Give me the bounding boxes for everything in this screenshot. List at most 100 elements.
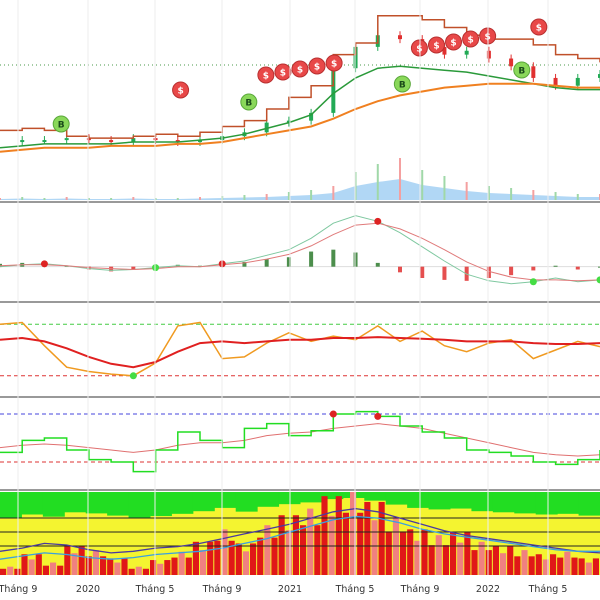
histogram-bar bbox=[78, 545, 85, 575]
top-green-band bbox=[21, 492, 44, 515]
volume-bar bbox=[243, 195, 246, 200]
histogram-bar bbox=[71, 553, 78, 575]
macd-histogram-bar bbox=[331, 249, 336, 267]
histogram-bar bbox=[242, 551, 249, 575]
histogram-bar bbox=[135, 566, 142, 575]
volume-bar bbox=[354, 172, 357, 200]
candle-body bbox=[442, 46, 447, 55]
candle-body bbox=[598, 74, 600, 78]
histogram-bar bbox=[157, 563, 164, 575]
macd-histogram-bar bbox=[442, 266, 447, 280]
histogram-bar bbox=[400, 531, 407, 575]
histogram-bar bbox=[250, 543, 257, 575]
sell-signal-label: $ bbox=[450, 39, 456, 49]
x-tick-label: Tháng 9 bbox=[0, 584, 37, 595]
histogram-bar bbox=[535, 554, 542, 575]
macd-histogram-bar bbox=[553, 265, 558, 267]
oscillator-panel bbox=[0, 321, 600, 380]
candle-body bbox=[153, 138, 158, 141]
sell-signal-marker bbox=[257, 66, 275, 84]
histogram-bar bbox=[128, 568, 135, 575]
sell-signal-label: $ bbox=[263, 72, 269, 82]
macd-signal-line bbox=[0, 222, 600, 282]
volume-bar bbox=[65, 197, 68, 200]
macd-histogram-bar bbox=[264, 259, 269, 267]
histogram-bar bbox=[85, 556, 92, 575]
top-green-band bbox=[171, 492, 194, 514]
macd-histogram-bar bbox=[242, 261, 247, 267]
macd-histogram-bar bbox=[398, 266, 402, 273]
rsi-panel bbox=[0, 410, 600, 473]
top-green-band bbox=[192, 492, 215, 512]
volume-bar bbox=[176, 198, 179, 200]
volume-bar bbox=[487, 186, 490, 200]
histogram-bar bbox=[121, 558, 128, 575]
candle-body bbox=[175, 140, 180, 143]
candle-body bbox=[575, 77, 580, 86]
top-green-band bbox=[128, 492, 151, 518]
top-green-band bbox=[235, 492, 258, 512]
buy-signal-marker bbox=[240, 93, 258, 111]
top-green-band bbox=[85, 492, 108, 514]
histogram-bar bbox=[0, 568, 7, 575]
volume-bar bbox=[532, 190, 535, 200]
trailing-stop-line bbox=[0, 15, 600, 139]
histogram-bar bbox=[235, 543, 242, 575]
volume-area bbox=[0, 179, 600, 200]
histogram-bar bbox=[100, 556, 107, 575]
macd-histogram-bar bbox=[131, 266, 136, 270]
oscillator-slow-line bbox=[0, 336, 600, 369]
histogram-bar bbox=[14, 568, 21, 575]
top-green-band bbox=[150, 492, 172, 517]
top-green-band bbox=[107, 492, 130, 516]
x-tick-label: Tháng 5 bbox=[335, 584, 375, 595]
histogram-bar bbox=[200, 550, 207, 575]
histogram-bar bbox=[557, 557, 564, 575]
macd-histogram-bar bbox=[531, 266, 536, 271]
top-green-band bbox=[385, 492, 408, 505]
volume-bar bbox=[310, 190, 313, 200]
candle-body bbox=[509, 58, 514, 67]
volume-bar bbox=[465, 182, 468, 200]
macd-cross-dot bbox=[596, 276, 600, 284]
top-green-band bbox=[450, 492, 472, 509]
top-green-band bbox=[578, 492, 600, 516]
macd-histogram-bar bbox=[309, 251, 314, 267]
top-green-band bbox=[0, 492, 22, 518]
histogram-bar bbox=[28, 559, 35, 575]
x-tick-label: Tháng 9 bbox=[202, 584, 242, 595]
histogram-bar bbox=[314, 525, 321, 575]
candle-body bbox=[42, 140, 47, 143]
candle-body bbox=[198, 140, 202, 143]
histogram-bar bbox=[285, 530, 292, 575]
histogram-bar bbox=[550, 554, 557, 575]
bottom-purple-line bbox=[0, 507, 600, 554]
histogram-bar bbox=[264, 525, 271, 575]
candle-body bbox=[109, 140, 114, 143]
sell-signal-label: $ bbox=[331, 60, 337, 70]
histogram-bar bbox=[214, 540, 221, 575]
ma-orange-line bbox=[0, 82, 600, 153]
histogram-bar bbox=[528, 556, 535, 575]
sell-signal-label: $ bbox=[280, 69, 286, 79]
macd-cross-dot bbox=[152, 264, 160, 272]
top-green-band bbox=[42, 492, 65, 517]
histogram-bar bbox=[414, 540, 421, 575]
sell-signal-label: $ bbox=[433, 42, 439, 52]
x-tick-label: Tháng 5 bbox=[528, 584, 568, 595]
histogram-bar bbox=[464, 531, 471, 575]
macd-cross-dot bbox=[40, 260, 48, 268]
volume-bar bbox=[132, 197, 135, 200]
volume-bar bbox=[443, 176, 446, 200]
macd-cross-dot bbox=[529, 278, 537, 286]
histogram-bar bbox=[578, 558, 585, 575]
candle-body bbox=[331, 68, 336, 113]
histogram-bar bbox=[585, 562, 592, 575]
x-tick-label: 2021 bbox=[278, 584, 302, 595]
buy-signal-label: B bbox=[518, 67, 525, 77]
volume-bar bbox=[110, 198, 113, 200]
rsi-line bbox=[0, 410, 600, 473]
histogram-bar bbox=[207, 541, 214, 575]
rsi-cross-dot bbox=[374, 412, 382, 420]
